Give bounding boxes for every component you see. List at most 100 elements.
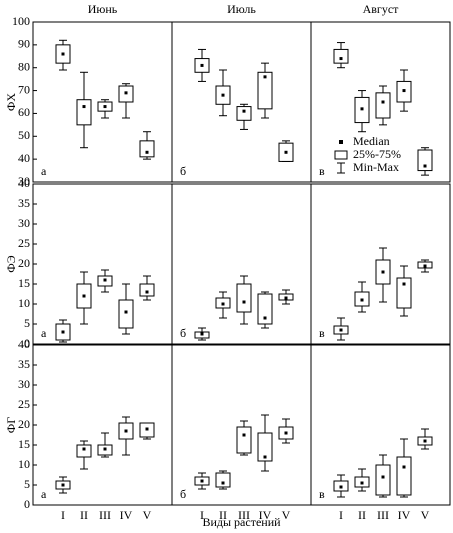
median bbox=[103, 447, 107, 451]
panel-frame bbox=[310, 21, 451, 183]
median bbox=[103, 278, 107, 282]
box bbox=[139, 140, 155, 158]
x-tick-label: II bbox=[219, 508, 227, 522]
median bbox=[263, 75, 267, 79]
median bbox=[221, 481, 225, 485]
median bbox=[423, 439, 427, 443]
y-tick-label: 80 bbox=[18, 59, 30, 73]
panel-frame bbox=[171, 344, 312, 506]
median bbox=[402, 465, 406, 469]
median bbox=[82, 105, 86, 109]
box bbox=[417, 149, 433, 172]
y-tick-label: 90 bbox=[18, 37, 30, 51]
x-tick-label: I bbox=[339, 508, 343, 522]
y-tick-label: 70 bbox=[18, 82, 30, 96]
median bbox=[145, 150, 149, 154]
box bbox=[257, 71, 273, 110]
x-tick-label: V bbox=[282, 508, 291, 522]
x-tick-label: IV bbox=[120, 508, 133, 522]
x-tick-label: V bbox=[143, 508, 152, 522]
box bbox=[236, 106, 252, 121]
panel-frame bbox=[310, 183, 451, 345]
box bbox=[236, 283, 252, 313]
x-tick-label: III bbox=[377, 508, 389, 522]
median bbox=[284, 296, 288, 300]
box bbox=[396, 277, 412, 309]
median bbox=[360, 298, 364, 302]
column-title: Июнь bbox=[88, 2, 118, 16]
median bbox=[200, 479, 204, 483]
median bbox=[124, 310, 128, 314]
y-tick-label: 30 bbox=[18, 377, 30, 391]
y-axis-label: ФЭ bbox=[4, 255, 18, 272]
y-tick-label: 20 bbox=[18, 417, 30, 431]
x-tick-label: III bbox=[238, 508, 250, 522]
legend-label: Median bbox=[353, 134, 390, 148]
y-tick-label: 0 bbox=[24, 497, 30, 511]
x-tick-label: II bbox=[80, 508, 88, 522]
median bbox=[339, 485, 343, 489]
panel-label: а bbox=[41, 326, 47, 340]
box bbox=[257, 293, 273, 325]
y-axis-label: ФХ bbox=[4, 93, 18, 111]
y-tick-label: 35 bbox=[18, 357, 30, 371]
panel-label: б bbox=[180, 487, 186, 501]
median bbox=[200, 332, 204, 336]
median bbox=[145, 290, 149, 294]
panel-label: в bbox=[319, 487, 325, 501]
median bbox=[61, 330, 65, 334]
x-tick-label: III bbox=[99, 508, 111, 522]
box bbox=[375, 464, 391, 496]
x-tick-label: II bbox=[358, 508, 366, 522]
box bbox=[215, 472, 231, 488]
box bbox=[139, 283, 155, 297]
legend-label: 25%-75% bbox=[353, 147, 401, 161]
median bbox=[82, 294, 86, 298]
column-title: Июль bbox=[227, 2, 256, 16]
median bbox=[339, 57, 343, 61]
median bbox=[61, 483, 65, 487]
median bbox=[242, 109, 246, 113]
median bbox=[221, 302, 225, 306]
y-tick-label: 40 bbox=[18, 176, 30, 190]
median bbox=[284, 150, 288, 154]
y-tick-label: 15 bbox=[18, 437, 30, 451]
median bbox=[103, 105, 107, 109]
y-axis-label: ФГ bbox=[4, 417, 18, 433]
median bbox=[242, 300, 246, 304]
median bbox=[381, 475, 385, 479]
legend-box bbox=[334, 150, 348, 160]
panel-frame bbox=[310, 344, 451, 506]
median bbox=[360, 481, 364, 485]
box bbox=[375, 92, 391, 119]
median bbox=[242, 433, 246, 437]
median bbox=[263, 455, 267, 459]
y-tick-label: 25 bbox=[18, 236, 30, 250]
median bbox=[339, 328, 343, 332]
y-tick-label: 0 bbox=[24, 336, 30, 350]
median bbox=[360, 107, 364, 111]
panel-label: в bbox=[319, 164, 325, 178]
y-tick-label: 35 bbox=[18, 196, 30, 210]
median bbox=[124, 429, 128, 433]
median bbox=[402, 282, 406, 286]
median bbox=[423, 164, 427, 168]
box bbox=[118, 299, 134, 329]
y-tick-label: 20 bbox=[18, 256, 30, 270]
box bbox=[333, 48, 349, 64]
box bbox=[76, 444, 92, 458]
median bbox=[124, 91, 128, 95]
median bbox=[221, 93, 225, 97]
x-tick-label: IV bbox=[259, 508, 272, 522]
x-axis-label: Виды растений bbox=[202, 515, 281, 529]
column-title: Август bbox=[363, 2, 400, 16]
box bbox=[236, 426, 252, 454]
y-tick-label: 30 bbox=[18, 174, 30, 188]
x-tick-label: V bbox=[421, 508, 430, 522]
median bbox=[423, 264, 427, 268]
median bbox=[61, 52, 65, 56]
panel-label: а bbox=[41, 487, 47, 501]
x-tick-label: I bbox=[200, 508, 204, 522]
median bbox=[402, 89, 406, 93]
median bbox=[263, 316, 267, 320]
